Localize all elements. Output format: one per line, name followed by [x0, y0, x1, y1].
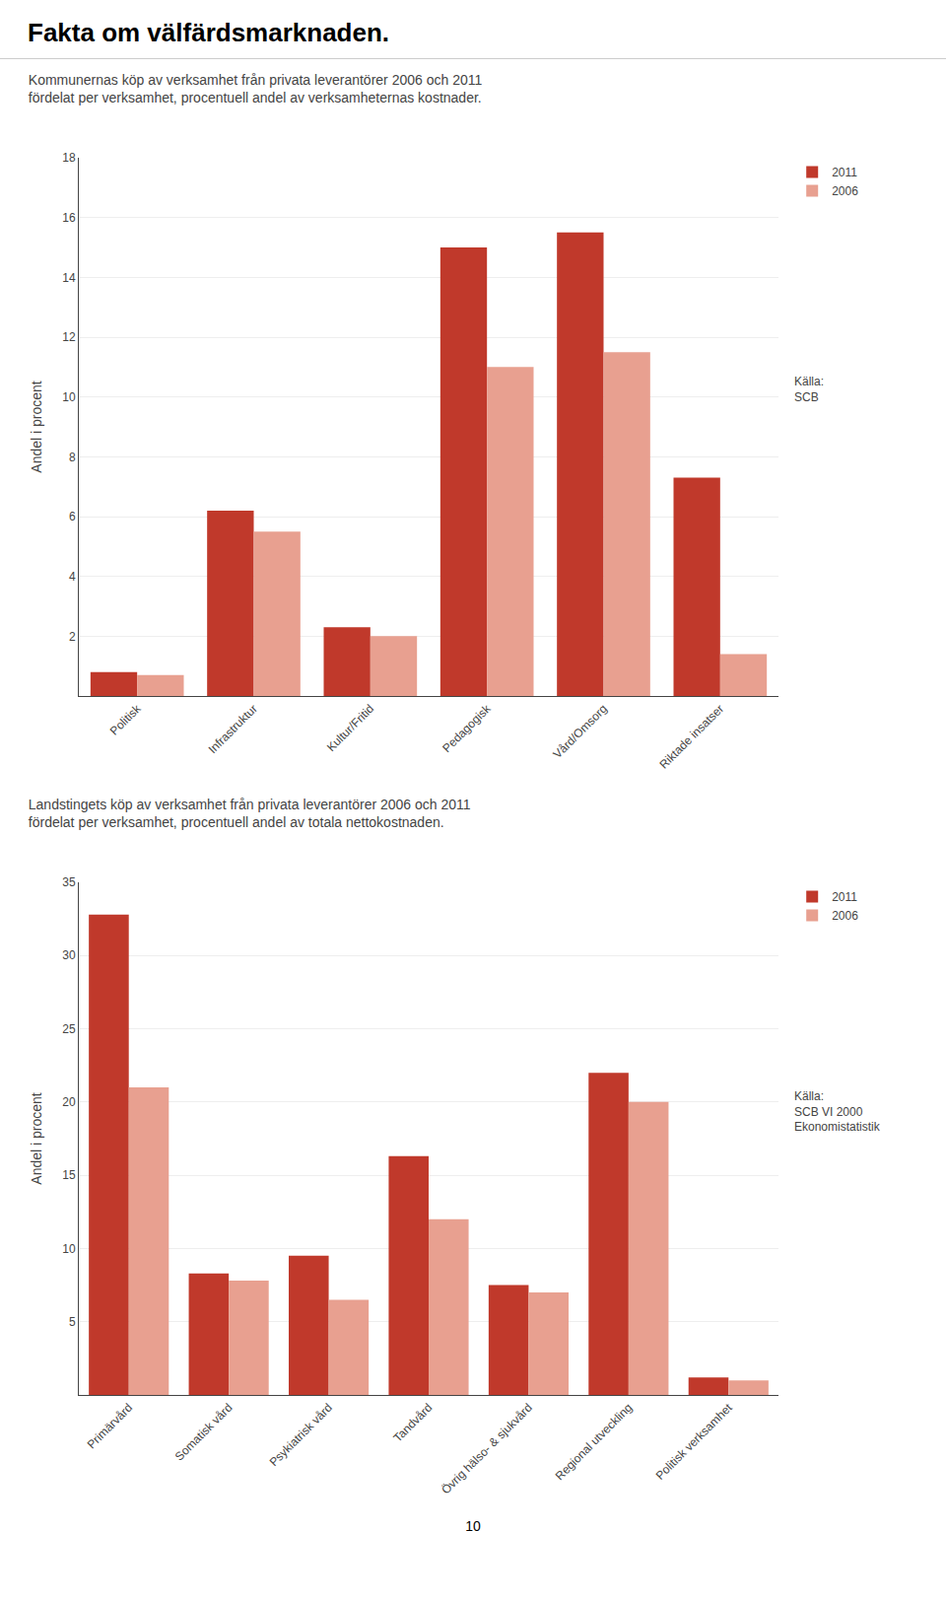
- svg-text:6: 6: [68, 509, 76, 524]
- svg-text:Andel i procent: Andel i procent: [28, 1091, 45, 1185]
- svg-text:Politisk verksamhet: Politisk verksamhet: [653, 1399, 736, 1482]
- svg-text:Somatisk vård: Somatisk vård: [172, 1400, 236, 1464]
- svg-text:18: 18: [62, 150, 76, 165]
- svg-text:25: 25: [62, 1021, 76, 1036]
- svg-text:14: 14: [62, 270, 76, 285]
- svg-text:Källa:SCB: Källa:SCB: [794, 374, 824, 405]
- svg-text:2006: 2006: [831, 184, 859, 199]
- svg-text:Källa:SCB VI 2000Ekonomistatis: Källa:SCB VI 2000Ekonomistatistik: [794, 1088, 881, 1134]
- svg-text:Pedagogisk: Pedagogisk: [439, 700, 494, 755]
- svg-text:10: 10: [62, 1241, 76, 1256]
- html-text:10: 10: [465, 1517, 481, 1534]
- svg-text:Regional utveckling: Regional utveckling: [552, 1400, 635, 1483]
- svg-text:5: 5: [68, 1314, 76, 1329]
- svg-text:Kultur/Fritid: Kultur/Fritid: [324, 701, 377, 754]
- svg-text:Övrig hälso- & sjukvård: Övrig hälso- & sjukvård: [438, 1400, 536, 1497]
- svg-text:15: 15: [62, 1167, 76, 1182]
- svg-text:10: 10: [62, 390, 76, 405]
- svg-text:2011: 2011: [831, 165, 858, 180]
- svg-text:4: 4: [68, 569, 76, 584]
- svg-text:Andel i procent: Andel i procent: [28, 380, 45, 473]
- svg-text:Kommunernas köp av verksamhet: Kommunernas köp av verksamhet från priva…: [28, 71, 483, 106]
- svg-text:20: 20: [62, 1094, 76, 1109]
- svg-text:2011: 2011: [831, 889, 858, 904]
- svg-text:Riktade insatser: Riktade insatser: [656, 701, 727, 772]
- svg-text:Tandvård: Tandvård: [391, 1400, 436, 1445]
- svg-text:30: 30: [62, 947, 76, 962]
- html-text:Fakta om välfärdsmarknaden.: Fakta om välfärdsmarknaden.: [27, 17, 390, 48]
- svg-text:Primärvård: Primärvård: [84, 1400, 136, 1451]
- svg-text:Vård/Omsorg: Vård/Omsorg: [550, 701, 610, 761]
- svg-text:2: 2: [68, 629, 76, 644]
- svg-text:Landstingets köp av verksamhet: Landstingets köp av verksamhet från priv…: [28, 796, 472, 830]
- svg-text:35: 35: [62, 875, 76, 889]
- svg-text:Infrastruktur: Infrastruktur: [205, 701, 261, 756]
- svg-text:8: 8: [68, 450, 76, 465]
- svg-text:2006: 2006: [831, 908, 859, 923]
- svg-text:12: 12: [62, 330, 76, 344]
- svg-text:Politisk: Politisk: [107, 700, 144, 738]
- svg-text:Psykiatrisk vård: Psykiatrisk vård: [267, 1400, 336, 1469]
- svg-text:16: 16: [62, 210, 76, 225]
